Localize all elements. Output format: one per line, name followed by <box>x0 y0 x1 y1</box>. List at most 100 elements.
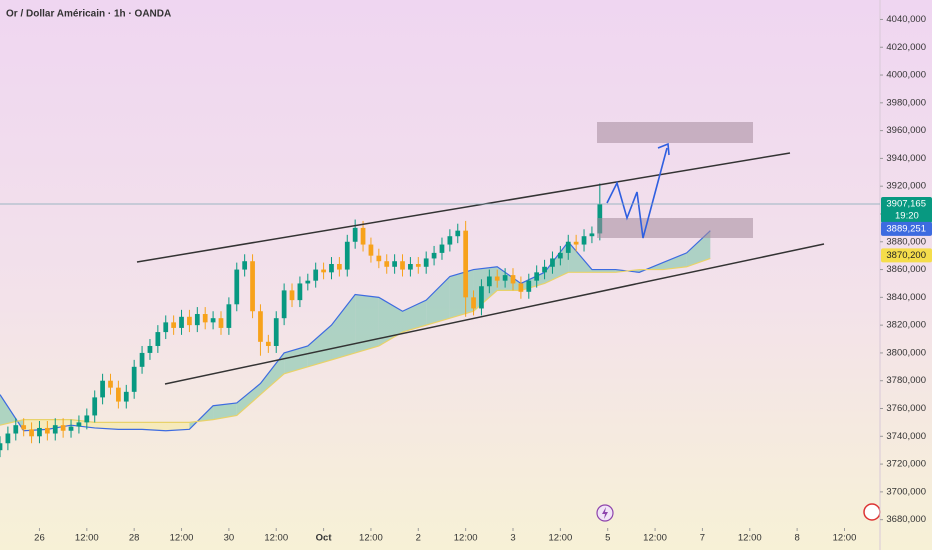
cloud-segment <box>213 402 237 420</box>
support-zone <box>597 218 753 238</box>
candle-body <box>226 304 232 328</box>
y-tick-label: 3840,000 <box>886 292 926 303</box>
cloud-segment <box>378 297 403 346</box>
cloud-segment <box>71 419 95 428</box>
candle-body <box>116 387 121 402</box>
candle-body <box>139 352 145 367</box>
candle-body <box>392 261 397 267</box>
candle-body <box>542 266 547 273</box>
candle-body <box>123 391 129 402</box>
candle-body <box>52 425 58 434</box>
y-tick-label: 4020,000 <box>886 42 926 53</box>
candle-body <box>329 264 334 273</box>
candle-body <box>337 264 342 270</box>
y-tick-label: 3920,000 <box>886 181 926 192</box>
y-tick-label: 3820,000 <box>886 320 926 331</box>
candle-body <box>360 227 366 245</box>
chart-title: Or / Dollar Américain · 1h · OANDA <box>6 9 171 20</box>
lightning <box>602 507 608 519</box>
candle-body <box>455 230 461 237</box>
candle-body <box>431 252 437 259</box>
candle-body <box>68 426 74 431</box>
candle-body <box>171 322 176 328</box>
x-tick-label: 12:00 <box>359 533 383 544</box>
y-tick-label: 3880,000 <box>886 236 926 247</box>
candle-body <box>352 227 358 242</box>
candle-body <box>589 233 595 237</box>
cloud-segment <box>165 422 190 431</box>
candle-body <box>518 283 524 292</box>
cloud-segment <box>331 294 356 360</box>
price-label-box <box>881 248 932 263</box>
candle-body <box>510 275 516 284</box>
cloud-segment <box>284 345 308 374</box>
candle-body <box>202 314 208 323</box>
candle-body <box>265 341 271 346</box>
candle-body <box>581 236 587 245</box>
y-tick-label: 3680,000 <box>886 514 926 525</box>
candle-body <box>344 241 350 270</box>
y-tick-label: 3720,000 <box>886 459 926 470</box>
y-tick-label: 3760,000 <box>886 403 926 414</box>
candle-body <box>179 316 184 328</box>
candle-body <box>526 280 532 292</box>
candle-body <box>273 318 279 346</box>
candle-body <box>573 241 579 245</box>
price-label-box <box>881 221 932 236</box>
candle-body <box>557 252 563 259</box>
price-label: 3870,200 <box>886 250 926 261</box>
candle-body <box>313 269 319 281</box>
y-tick-label: 3860,000 <box>886 264 926 275</box>
candles <box>0 183 603 458</box>
candle-body <box>76 422 82 427</box>
arrow-head <box>657 142 670 156</box>
cloud-segment <box>307 325 332 367</box>
y-tick-label: 3700,000 <box>886 486 926 497</box>
candle-body <box>234 269 240 305</box>
candle-body <box>463 230 469 298</box>
candle-body <box>376 255 382 262</box>
x-tick-label: 12:00 <box>264 533 288 544</box>
x-tick-label: 28 <box>129 533 140 544</box>
cloud-segment <box>142 422 166 431</box>
projection-arrow <box>606 147 668 239</box>
x-tick-label: 12:00 <box>738 533 762 544</box>
flag-icon[interactable] <box>863 503 881 521</box>
candle-body <box>408 264 413 270</box>
candle-body <box>550 258 555 267</box>
x-tick-label: 2 <box>416 533 421 544</box>
candle-body <box>163 322 169 333</box>
candle-body <box>471 297 476 309</box>
x-tick-label: 12:00 <box>548 533 572 544</box>
y-tick-label: 3980,000 <box>886 97 926 108</box>
candle-body <box>29 429 34 437</box>
price-label: 3889,251 <box>886 223 926 234</box>
x-tick-label: 8 <box>794 533 799 544</box>
candle-body <box>187 316 192 326</box>
y-tick-label: 3780,000 <box>886 375 926 386</box>
cloud-line <box>0 230 711 432</box>
candle-body <box>502 275 508 281</box>
candle-body <box>21 425 27 430</box>
candle-body <box>289 290 295 301</box>
x-tick-label: Oct <box>316 533 333 544</box>
cloud-segment <box>662 252 687 270</box>
cloud-segment <box>591 269 616 273</box>
candle-body <box>155 332 161 346</box>
y-tick-label: 4000,000 <box>886 70 926 81</box>
candle-body <box>131 366 137 392</box>
cloud-line <box>0 257 711 426</box>
candle-body <box>400 261 405 270</box>
x-tick-label: 3 <box>510 533 515 544</box>
candle-body <box>210 318 216 323</box>
candle-body <box>321 269 326 273</box>
candle-body <box>100 380 105 398</box>
x-tick-label: 12:00 <box>170 533 194 544</box>
candle-body <box>384 261 390 267</box>
ichimoku-cloud <box>0 230 711 432</box>
y-tick-label: 3740,000 <box>886 431 926 442</box>
candle-body <box>13 425 19 434</box>
cloud-segment <box>260 352 285 395</box>
